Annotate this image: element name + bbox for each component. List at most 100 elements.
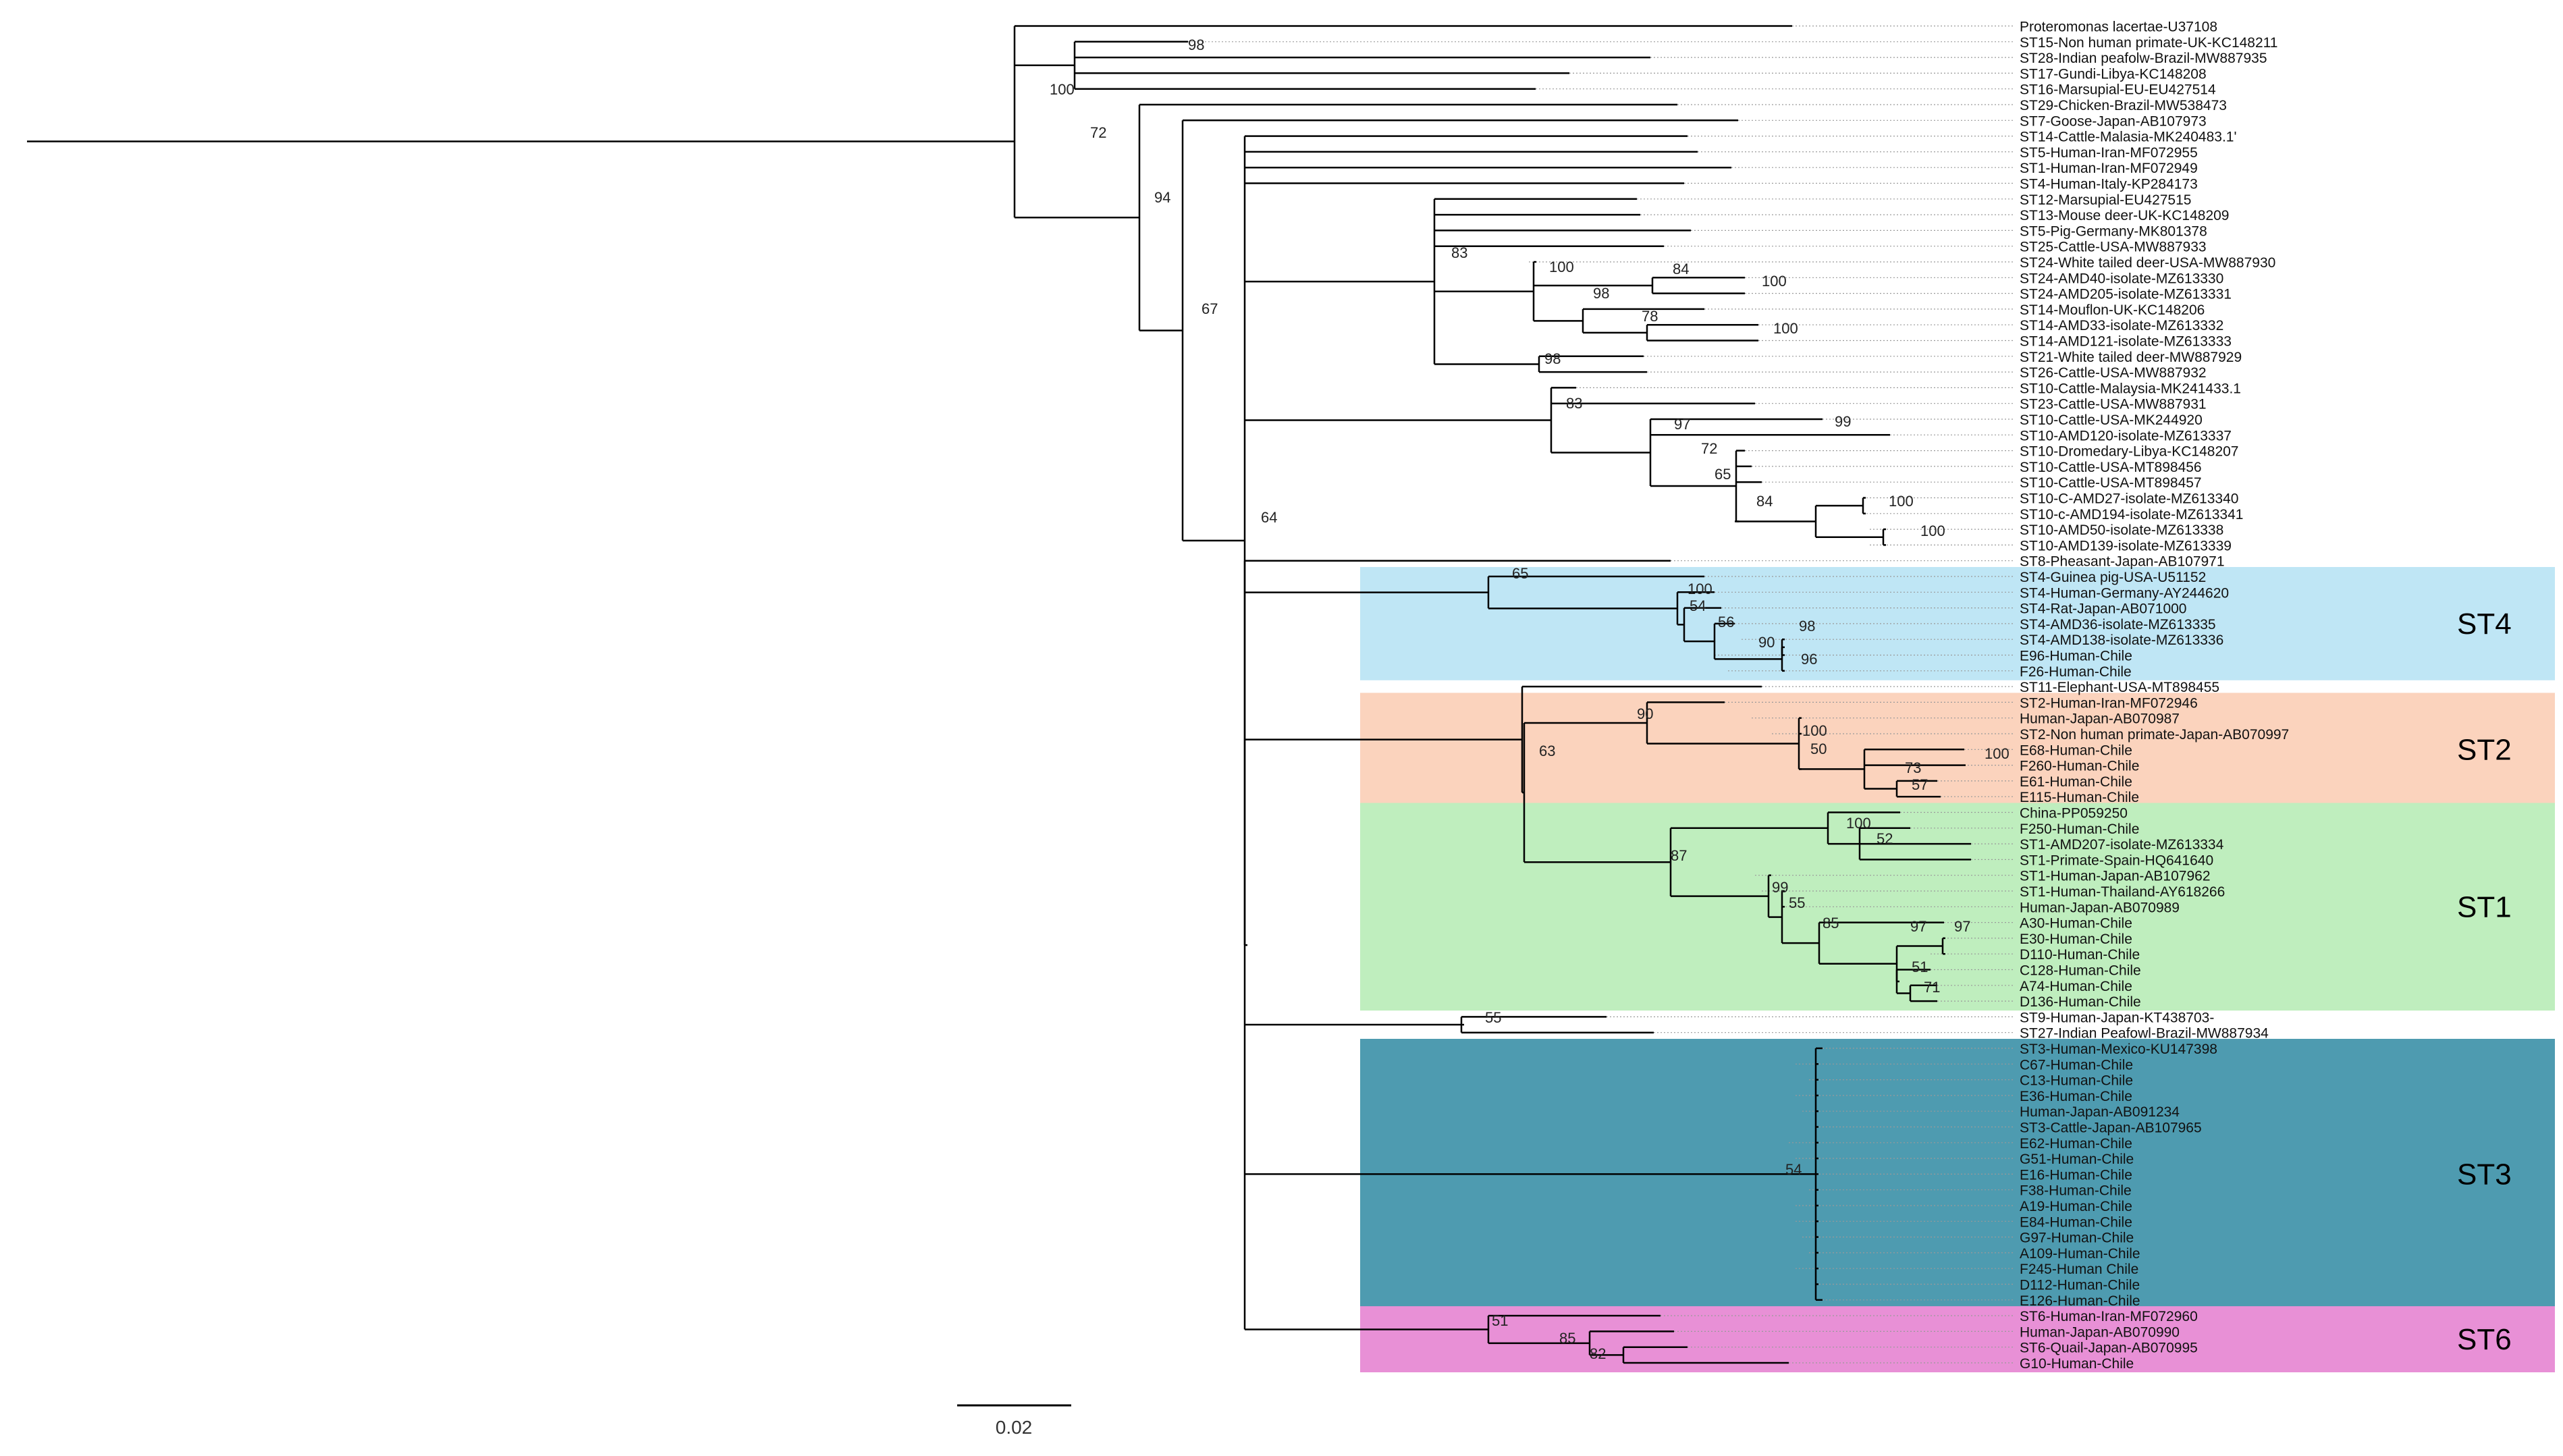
bootstrap-value: 78 (1642, 308, 1658, 325)
taxon-label: F26-Human-Chile (2020, 664, 2132, 680)
bootstrap-value: 98 (1593, 285, 1609, 302)
bootstrap-value: 71 (1924, 979, 1940, 996)
taxon-label: E115-Human-Chile (2020, 790, 2139, 805)
bootstrap-value: 100 (1920, 522, 1945, 539)
bootstrap-value: 63 (1539, 743, 1555, 759)
taxon-label: ST13-Mouse deer-UK-KC148209 (2020, 208, 2230, 223)
bootstrap-value: 65 (1512, 565, 1528, 582)
clade-label-st3: ST3 (2457, 1158, 2512, 1191)
taxon-label: China-PP059250 (2020, 806, 2128, 821)
taxon-label: ST11-Elephant-USA-MT898455 (2020, 680, 2219, 695)
taxon-label: A109-Human-Chile (2020, 1246, 2140, 1262)
taxon-label: ST23-Cattle-USA-MW887931 (2020, 397, 2207, 412)
scale-bar-label: 0.02 (996, 1417, 1033, 1438)
taxon-label: ST1-Primate-Spain-HQ641640 (2020, 853, 2213, 868)
bootstrap-value: 84 (1756, 493, 1773, 510)
bootstrap-value: 100 (1773, 320, 1798, 337)
tree-branches (27, 25, 1971, 1364)
bootstrap-value: 97 (1954, 918, 1970, 935)
bootstrap-value: 64 (1261, 509, 1277, 526)
bootstrap-value: 98 (1544, 350, 1561, 367)
bootstrap-value: 97 (1910, 918, 1926, 935)
bootstrap-value: 85 (1823, 915, 1839, 932)
taxon-label: D112-Human-Chile (2020, 1278, 2140, 1293)
taxon-label: ST9-Human-Japan-KT438703- (2020, 1010, 2214, 1025)
taxon-label: ST2-Human-Iran-MF072946 (2020, 695, 2198, 711)
taxon-label: ST4-Guinea pig-USA-U51152 (2020, 570, 2206, 585)
taxon-label: E68-Human-Chile (2020, 743, 2132, 758)
bootstrap-value: 55 (1485, 1009, 1501, 1026)
bootstrap-value: 100 (1889, 493, 1914, 510)
taxon-label: ST10-AMD50-isolate-MZ613338 (2020, 522, 2223, 538)
bootstrap-value: 51 (1912, 959, 1928, 975)
bootstrap-value: 67 (1202, 300, 1218, 317)
taxon-label: ST1-Human-Japan-AB107962 (2020, 869, 2211, 884)
scale-bar: 0.02 (957, 1404, 1071, 1438)
taxon-label: ST10-Cattle-USA-MK244920 (2020, 412, 2203, 428)
bootstrap-value: 100 (1050, 81, 1075, 98)
clade-band-st6 (1360, 1306, 2555, 1372)
bootstrap-value: 72 (1090, 124, 1106, 141)
taxon-label: E36-Human-Chile (2020, 1089, 2132, 1104)
bootstrap-value: 100 (1549, 259, 1574, 275)
taxon-label: ST3-Human-Mexico-KU147398 (2020, 1042, 2217, 1057)
taxon-label: ST6-Quail-Japan-AB070995 (2020, 1341, 2198, 1356)
taxon-label: ST1-Human-Iran-MF072949 (2020, 161, 2198, 176)
taxon-label: ST10-c-AMD194-isolate-MZ613341 (2020, 507, 2243, 522)
bootstrap-value: 72 (1701, 440, 1717, 457)
taxon-label: ST28-Indian peafolw-Brazil-MW887935 (2020, 51, 2267, 66)
taxon-label: F245-Human Chile (2020, 1262, 2138, 1277)
bootstrap-value: 100 (1802, 722, 1827, 739)
taxon-label: ST26-Cattle-USA-MW887932 (2020, 365, 2207, 381)
bootstrap-value: 100 (1688, 581, 1712, 597)
taxon-label: A74-Human-Chile (2020, 979, 2132, 994)
bootstrap-value: 96 (1801, 651, 1817, 668)
bootstrap-value: 82 (1590, 1345, 1606, 1362)
taxon-label: ST21-White tailed deer-MW887929 (2020, 350, 2242, 365)
taxon-label: A19-Human-Chile (2020, 1199, 2132, 1214)
taxon-label: G97-Human-Chile (2020, 1231, 2134, 1246)
bootstrap-value: 51 (1492, 1312, 1508, 1329)
taxon-label: ST10-Dromedary-Libya-KC148207 (2020, 444, 2239, 460)
bootstrap-value: 97 (1674, 416, 1690, 433)
taxon-label: A30-Human-Chile (2020, 916, 2132, 932)
taxon-label: C67-Human-Chile (2020, 1057, 2133, 1073)
taxon-label: ST12-Marsupial-EU427515 (2020, 192, 2191, 208)
taxon-label: ST24-AMD205-isolate-MZ613331 (2020, 287, 2232, 302)
taxon-label: ST5-Human-Iran-MF072955 (2020, 145, 2198, 161)
bootstrap-value: 85 (1559, 1330, 1575, 1347)
taxon-label: G10-Human-Chile (2020, 1356, 2134, 1372)
taxon-label: Proteromonas lacertae-U37108 (2020, 20, 2217, 35)
bootstrap-value: 83 (1566, 395, 1582, 412)
taxon-label: D136-Human-Chile (2020, 994, 2141, 1010)
bootstrap-value: 83 (1451, 244, 1467, 261)
clade-names: ST4 ST2 ST1 ST3 ST6 (2457, 608, 2512, 1356)
taxon-label: ST4-AMD36-isolate-MZ613335 (2020, 617, 2216, 632)
taxon-label: E61-Human-Chile (2020, 774, 2132, 790)
taxon-label: ST5-Pig-Germany-MK801378 (2020, 223, 2207, 239)
bootstrap-value: 73 (1905, 759, 1921, 776)
taxon-label: ST15-Non human primate-UK-KC148211 (2020, 35, 2277, 51)
taxon-label: ST10-Cattle-USA-MT898456 (2020, 460, 2202, 475)
taxon-label: ST27-Indian Peafowl-Brazil-MW887934 (2020, 1026, 2269, 1042)
clade-label-st2: ST2 (2457, 733, 2512, 766)
taxon-label: ST10-AMD120-isolate-MZ613337 (2020, 428, 2232, 443)
bootstrap-value: 99 (1835, 413, 1851, 430)
bootstrap-value: 54 (1690, 597, 1706, 614)
taxon-label: ST1-AMD207-isolate-MZ613334 (2020, 837, 2224, 853)
taxon-label: ST24-White tailed deer-USA-MW887930 (2020, 255, 2275, 271)
bootstrap-value: 98 (1188, 36, 1204, 53)
bootstrap-value: 90 (1637, 705, 1653, 722)
taxon-label: F38-Human-Chile (2020, 1183, 2132, 1199)
bootstrap-value: 99 (1772, 879, 1788, 896)
taxon-label: ST2-Non human primate-Japan-AB070997 (2020, 727, 2289, 743)
taxon-label: C13-Human-Chile (2020, 1073, 2133, 1089)
taxon-label: ST14-AMD121-isolate-MZ613333 (2020, 334, 2232, 350)
bootstrap-value: 52 (1877, 830, 1893, 847)
taxon-label: ST3-Cattle-Japan-AB107965 (2020, 1121, 2202, 1136)
taxon-label: E16-Human-Chile (2020, 1167, 2132, 1183)
taxon-label: ST25-Cattle-USA-MW887933 (2020, 240, 2207, 255)
bootstrap-value: 55 (1789, 894, 1805, 911)
